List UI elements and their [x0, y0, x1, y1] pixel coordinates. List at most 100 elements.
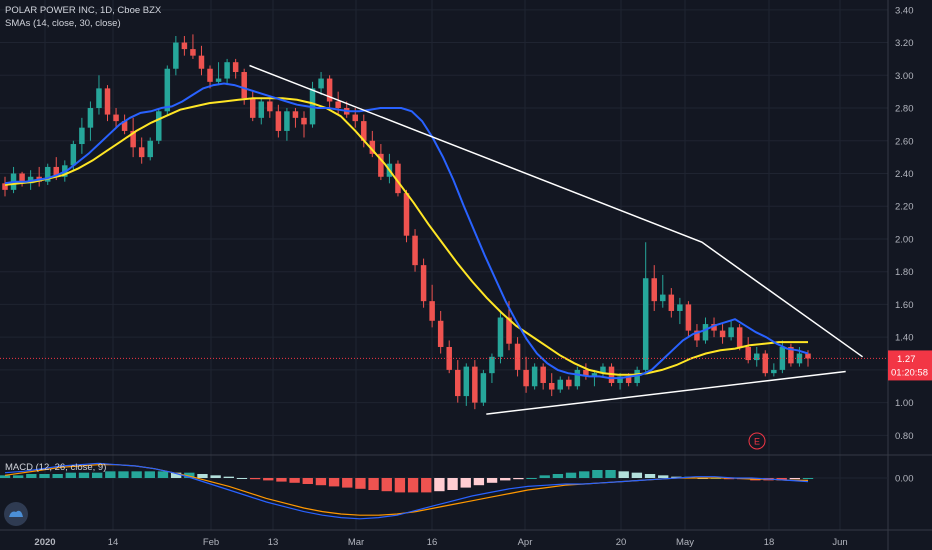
candle-body [130, 130, 136, 148]
candle [771, 363, 777, 377]
candle-body [574, 369, 581, 387]
histogram-bar [249, 478, 261, 480]
candle [113, 108, 119, 128]
candle [455, 360, 461, 403]
candle [472, 360, 478, 410]
histogram-bar [776, 478, 787, 481]
candle [215, 62, 222, 86]
candle-body [771, 369, 777, 374]
candle-body [147, 140, 153, 158]
candle [548, 373, 555, 397]
histogram-bar [579, 471, 590, 478]
candle-body [762, 353, 769, 374]
candle-body [497, 317, 504, 357]
candle-body [788, 346, 794, 364]
candle-body [472, 366, 478, 403]
x-tick-label: 16 [427, 537, 438, 548]
candle-body [79, 127, 85, 145]
histogram-bar [789, 478, 801, 480]
candle-body [523, 369, 529, 387]
earnings-marker-label: E [754, 437, 760, 447]
x-tick-label: Feb [203, 537, 219, 548]
candle-body [121, 121, 128, 131]
histogram-bar [434, 478, 445, 492]
candle [79, 117, 85, 154]
candle-body [651, 278, 657, 302]
histogram-bar [421, 478, 432, 493]
candle-body [224, 62, 230, 79]
histogram-bar [91, 472, 103, 478]
candle-body [215, 78, 222, 82]
candle-body [275, 111, 282, 131]
candle [318, 72, 324, 95]
y-tick-label: 1.80 [895, 267, 914, 278]
y-tick-label: 1.60 [895, 300, 914, 311]
candle-body [403, 193, 410, 236]
histogram-bar [500, 478, 511, 481]
candle [583, 363, 589, 380]
candle-body [96, 88, 102, 109]
x-tick-label: 20 [616, 537, 627, 548]
candle [745, 337, 751, 364]
candle-body [591, 373, 598, 377]
candle [44, 163, 51, 185]
candle [677, 297, 683, 325]
histogram-bar [118, 471, 129, 478]
candle-body [258, 101, 265, 118]
histogram-bar [407, 478, 419, 493]
candle-body [711, 324, 717, 331]
downtrend-line [249, 64, 864, 358]
histogram-bar [644, 474, 656, 478]
histogram-bar [0, 475, 11, 478]
candle [190, 34, 196, 59]
candle-body [429, 301, 435, 321]
candle [173, 36, 179, 76]
histogram-bar [368, 478, 379, 490]
candle [489, 353, 495, 383]
candle [284, 108, 290, 141]
histogram-bar [381, 478, 392, 492]
candle-body [378, 153, 384, 177]
histogram-bar [184, 472, 195, 478]
y-tick-label: 3.00 [895, 71, 914, 82]
histogram-bar [658, 475, 669, 478]
x-tick-label: Jun [832, 537, 847, 548]
candles [2, 34, 811, 410]
candle [651, 265, 657, 311]
candle-body [583, 369, 589, 377]
candle-body [566, 379, 572, 387]
candle-body [2, 183, 8, 190]
candle [497, 310, 504, 364]
candle-body [514, 343, 521, 370]
candle [292, 108, 299, 128]
candle [412, 229, 418, 272]
tradingview-logo-icon[interactable] [4, 502, 28, 526]
candle-body [480, 373, 487, 403]
candle [531, 363, 538, 390]
histogram-bar [447, 478, 458, 490]
candle [574, 366, 581, 390]
candle-body [779, 346, 786, 370]
candle [420, 258, 427, 308]
candle [403, 189, 410, 243]
sma14-line [4, 82, 809, 380]
candle-body [660, 294, 666, 302]
candle [369, 130, 376, 158]
histogram-bar [486, 478, 498, 483]
price-tag-countdown: 01:20:58 [891, 367, 928, 378]
sma-legend: SMAs (14, close, 30, close) [5, 18, 121, 29]
histogram-bar [460, 478, 471, 488]
sma30-line [4, 97, 808, 376]
y-tick-label: 0.80 [895, 431, 914, 442]
candle-body [719, 330, 726, 338]
y-tick-label: 1.40 [895, 333, 914, 344]
histogram-bar [105, 471, 116, 478]
histogram-bar [618, 471, 629, 478]
candle [104, 85, 111, 122]
candle [634, 366, 640, 387]
candle [19, 171, 25, 187]
candle [600, 363, 606, 377]
candle-body [173, 42, 179, 69]
candle [87, 101, 94, 141]
